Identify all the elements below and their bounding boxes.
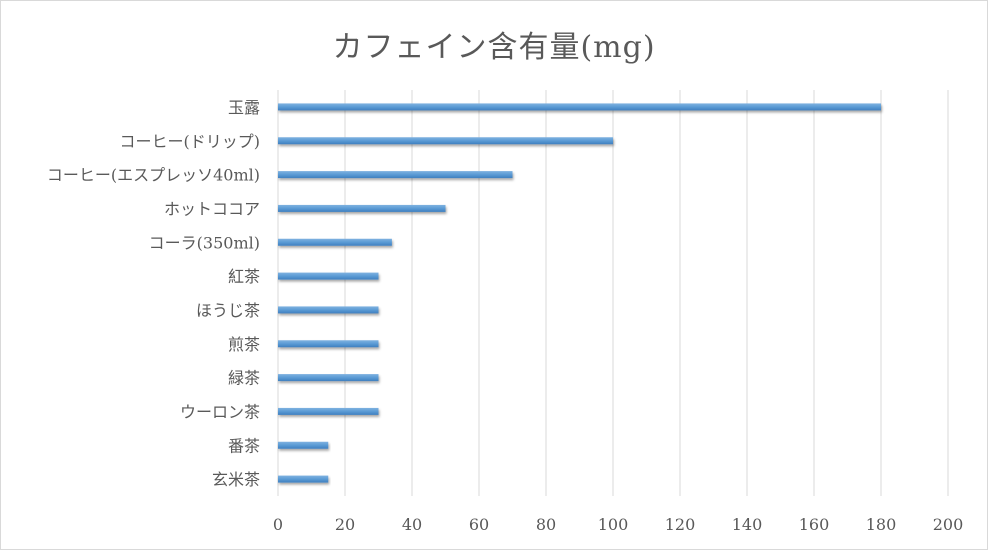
bar xyxy=(278,374,379,382)
category-label: 玉露 xyxy=(228,98,260,117)
category-label: コーラ(350ml) xyxy=(149,233,260,252)
bar xyxy=(278,475,329,483)
x-tick-label: 200 xyxy=(933,515,964,534)
bar xyxy=(278,272,379,280)
bar xyxy=(278,340,379,348)
category-label: コーヒー(ドリップ) xyxy=(120,132,261,151)
gridlines xyxy=(277,90,949,496)
x-tick-label: 40 xyxy=(402,515,422,534)
x-tick-label: 180 xyxy=(866,515,897,534)
bar xyxy=(278,103,881,111)
category-label: 紅茶 xyxy=(228,267,260,286)
x-tick-label: 0 xyxy=(273,515,283,534)
x-tick-label: 20 xyxy=(335,515,355,534)
x-tick-label: 140 xyxy=(732,515,763,534)
category-label: 玄米茶 xyxy=(212,470,260,489)
x-tick-label: 80 xyxy=(536,515,556,534)
x-tick-label: 160 xyxy=(799,515,830,534)
bar xyxy=(278,238,392,246)
x-tick-label: 100 xyxy=(598,515,629,534)
bar xyxy=(278,204,446,212)
category-label: 緑茶 xyxy=(228,369,260,388)
category-label: コーヒー(エスプレッソ40ml) xyxy=(47,166,260,185)
x-tick-label: 120 xyxy=(665,515,696,534)
category-label: ほうじ茶 xyxy=(196,301,260,320)
category-label: 煎茶 xyxy=(228,335,260,354)
x-tick-label: 60 xyxy=(469,515,489,534)
bar xyxy=(278,407,379,415)
bar xyxy=(278,306,379,314)
category-label: ホットココア xyxy=(164,199,260,218)
bar xyxy=(278,137,613,145)
category-label: ウーロン茶 xyxy=(180,402,260,421)
bar xyxy=(278,441,329,449)
x-tick-labels: 0 20 40 60 80 100 120 140 160 180 200 xyxy=(273,515,963,534)
bars xyxy=(278,103,881,483)
bar xyxy=(278,171,513,179)
chart-title: カフェイン含有量(mg) xyxy=(332,30,656,65)
category-label: 番茶 xyxy=(228,436,260,455)
